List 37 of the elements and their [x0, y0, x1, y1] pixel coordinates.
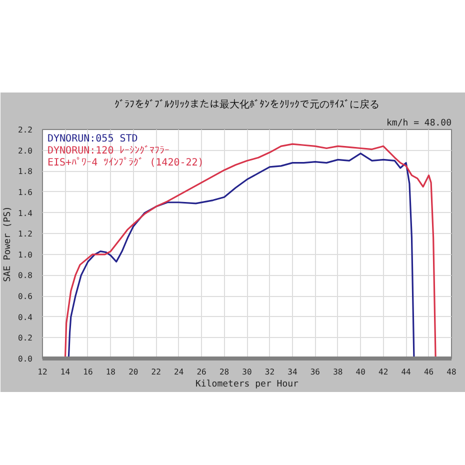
y-tick-label: 0.6	[18, 292, 33, 302]
y-tick-label: 1.4	[18, 208, 33, 218]
y-tick-label: 1.0	[18, 250, 33, 260]
x-tick-label: 20	[128, 368, 138, 376]
text: DYNORUN:055 STD	[48, 134, 138, 144]
x-tick-label: 14	[60, 368, 70, 376]
x-tick-label: 12	[38, 368, 48, 376]
x-tick-label: 40	[356, 368, 366, 376]
x-tick-label: 24	[174, 368, 184, 376]
y-axis-title: SAE Power (PS)	[3, 206, 14, 282]
x-tick-label: 30	[242, 368, 252, 376]
x-tick-label: 18	[106, 368, 116, 376]
y-tick-label: 0.8	[18, 271, 33, 280]
x-tick-label: 22	[151, 368, 162, 376]
x-tick-label: 16	[83, 368, 93, 376]
x-tick-label: 44	[401, 368, 412, 376]
series-label: DYNORUN:120 ﾚｰｼﾝｸﾞﾏﾌﾗｰ EIS+ﾊﾟﾜｰ4 ﾂｲﾝﾌﾟﾗｸﾞ (1420-22)	[48, 144, 204, 168]
y-tick-label: 1.6	[18, 188, 33, 197]
x-tick-label: 38	[333, 368, 343, 376]
x-tick-label: 32	[264, 368, 275, 376]
x-tick-label: 48	[446, 368, 456, 376]
x-axis-title: Kilometers per Hour	[196, 380, 300, 390]
y-tick-label: 0.0	[18, 354, 33, 364]
y-tick-label: 0.2	[18, 334, 33, 343]
x-tick-label: 34	[288, 368, 298, 376]
x-tick-label: 36	[310, 368, 320, 376]
x-tick-label: 26	[196, 368, 207, 376]
y-tick-label: 2.0	[18, 146, 33, 156]
x-tick-label: 28	[219, 368, 230, 376]
y-tick-label: 2.2	[18, 126, 33, 134]
x-tick-label: 42	[378, 368, 388, 376]
x-tick-label: 46	[424, 368, 434, 376]
y-tick-label: 1.2	[18, 230, 33, 239]
y-tick-label: 1.8	[18, 167, 33, 176]
y-tick-label: 0.4	[18, 312, 33, 322]
text: km/h = 48.00	[386, 118, 452, 128]
chart-subtitle: ｸﾞﾗﾌをﾀﾞﾌﾞﾙｸﾘｯｸまたは最大化ﾎﾞﾀﾝをｸﾘｯｸで元のｻｲｽﾞに戻る	[114, 98, 380, 110]
